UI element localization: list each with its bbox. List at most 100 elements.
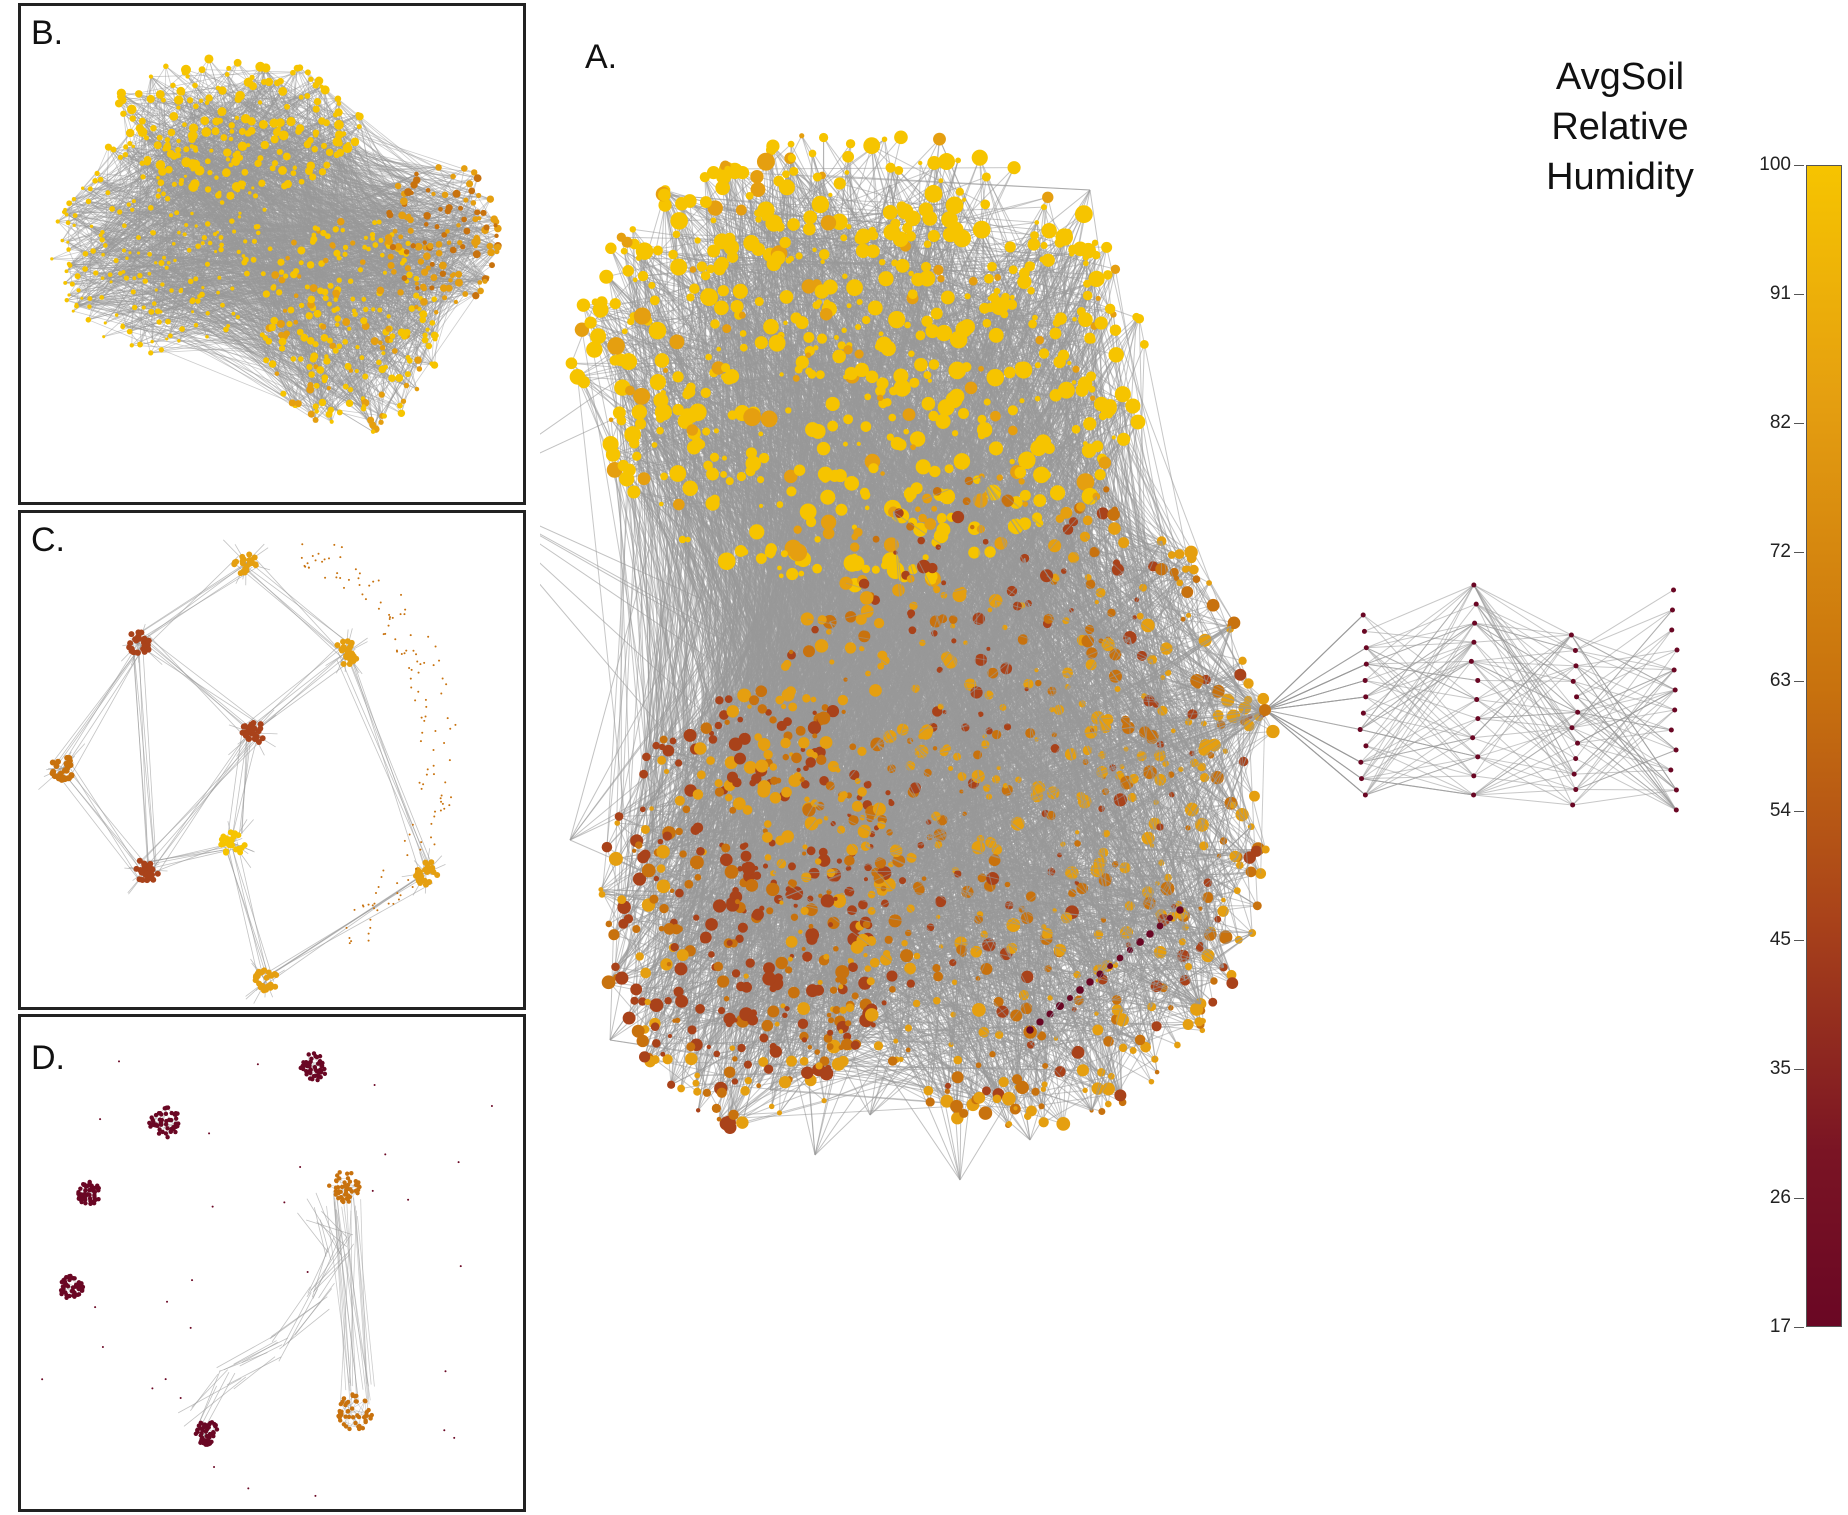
network-edge bbox=[174, 260, 282, 273]
network-node bbox=[414, 281, 419, 286]
network-edge bbox=[251, 130, 296, 405]
network-node bbox=[230, 286, 235, 291]
network-node bbox=[284, 103, 290, 110]
network-node bbox=[117, 209, 123, 215]
network-edge bbox=[189, 100, 194, 187]
network-edge bbox=[232, 819, 254, 844]
network-node bbox=[408, 305, 416, 312]
network-edge bbox=[381, 237, 478, 395]
network-node bbox=[334, 1178, 339, 1184]
network-edge bbox=[101, 106, 288, 241]
network-edge bbox=[51, 258, 425, 289]
network-edge bbox=[236, 564, 338, 650]
network-node bbox=[397, 409, 406, 418]
network-edge bbox=[141, 640, 157, 865]
network-node bbox=[450, 173, 456, 180]
network-node bbox=[276, 126, 282, 132]
network-edge bbox=[315, 289, 339, 367]
network-node bbox=[312, 403, 319, 410]
network-node bbox=[231, 156, 241, 166]
network-node bbox=[423, 661, 426, 664]
network-edge bbox=[151, 311, 317, 412]
network-node bbox=[350, 296, 356, 302]
network-node bbox=[423, 719, 426, 722]
network-node bbox=[493, 223, 498, 228]
network-node bbox=[339, 1198, 345, 1203]
network-node bbox=[191, 310, 195, 314]
network-node bbox=[456, 223, 461, 228]
network-node bbox=[92, 1194, 97, 1200]
network-node bbox=[444, 1370, 447, 1373]
network-node bbox=[339, 556, 342, 559]
network-node bbox=[387, 624, 390, 627]
network-node bbox=[357, 267, 364, 273]
network-node bbox=[343, 1424, 349, 1429]
network-node bbox=[409, 634, 412, 637]
network-node bbox=[309, 284, 318, 292]
network-node bbox=[420, 841, 423, 844]
network-node bbox=[204, 221, 211, 227]
network-node bbox=[443, 807, 446, 810]
network-node bbox=[98, 233, 103, 238]
network-node bbox=[91, 1201, 97, 1206]
network-node bbox=[126, 328, 133, 335]
network-node bbox=[313, 382, 320, 389]
network-node bbox=[373, 902, 376, 905]
network-node bbox=[163, 1131, 169, 1136]
network-node bbox=[493, 244, 499, 250]
network-node bbox=[439, 809, 442, 812]
network-edge bbox=[345, 1188, 357, 1402]
network-node bbox=[226, 65, 232, 71]
network-node bbox=[192, 82, 198, 89]
network-node bbox=[207, 240, 213, 246]
network-edge bbox=[338, 257, 390, 329]
network-node bbox=[430, 836, 433, 839]
network-node bbox=[410, 243, 416, 249]
network-node bbox=[475, 236, 481, 242]
network-node bbox=[247, 126, 256, 135]
network-node bbox=[76, 288, 81, 293]
network-edge bbox=[162, 134, 343, 285]
network-edge bbox=[431, 253, 440, 364]
network-node bbox=[244, 270, 250, 277]
network-edge bbox=[82, 187, 174, 245]
network-node bbox=[369, 421, 377, 429]
network-node bbox=[308, 1059, 313, 1064]
network-node bbox=[373, 1084, 376, 1087]
network-node bbox=[262, 207, 267, 212]
network-node bbox=[429, 320, 436, 326]
network-node bbox=[170, 152, 178, 160]
network-node bbox=[370, 429, 376, 434]
network-node bbox=[85, 317, 92, 323]
network-node bbox=[64, 1282, 69, 1287]
network-node bbox=[319, 1063, 325, 1068]
network-node bbox=[207, 1441, 213, 1446]
network-node bbox=[306, 385, 315, 394]
network-edge bbox=[315, 247, 426, 345]
network-node bbox=[382, 270, 387, 275]
network-node bbox=[67, 1277, 72, 1283]
network-node bbox=[438, 659, 441, 662]
network-edge bbox=[138, 237, 282, 325]
network-node bbox=[360, 1426, 366, 1431]
network-node bbox=[463, 197, 469, 203]
network-node bbox=[87, 296, 93, 302]
network-node bbox=[417, 258, 425, 265]
network-node bbox=[429, 361, 435, 367]
network-node bbox=[342, 339, 349, 345]
network-node bbox=[427, 242, 434, 250]
network-node bbox=[239, 127, 246, 135]
network-node bbox=[105, 190, 111, 196]
network-node bbox=[340, 227, 345, 233]
network-edge bbox=[150, 72, 293, 78]
network-node bbox=[151, 1119, 156, 1125]
network-node bbox=[477, 216, 482, 221]
network-node bbox=[283, 273, 289, 279]
network-node bbox=[246, 560, 253, 567]
network-node bbox=[319, 84, 324, 89]
network-node bbox=[117, 154, 123, 160]
network-node bbox=[257, 969, 264, 976]
network-node bbox=[200, 241, 205, 246]
network-node bbox=[161, 191, 166, 197]
network-node bbox=[164, 1118, 169, 1124]
